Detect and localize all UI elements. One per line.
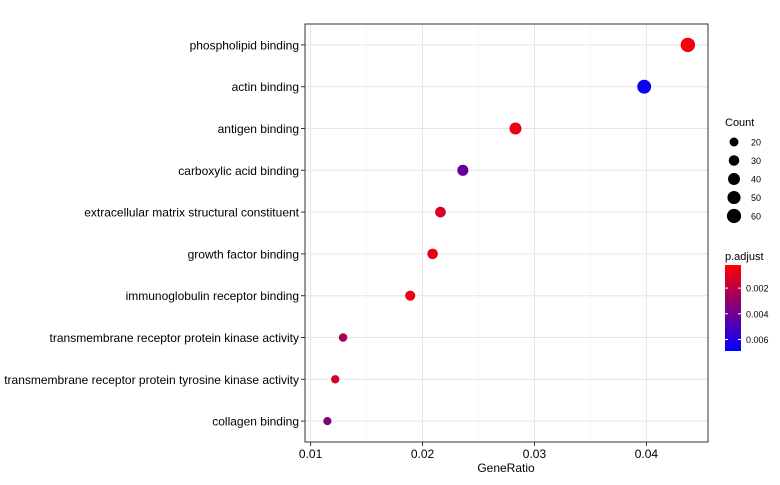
data-point bbox=[427, 248, 438, 260]
data-point bbox=[338, 333, 348, 342]
colorbar-tick-label: 0.002 bbox=[746, 284, 769, 294]
p-adjust-colorbar bbox=[725, 265, 741, 351]
x-tick-label: 0.03 bbox=[523, 447, 547, 461]
count-legend-label: 20 bbox=[751, 138, 761, 148]
x-axis: 0.01 0.02 0.03 0.04 bbox=[299, 442, 659, 461]
data-point bbox=[680, 37, 696, 53]
count-legend-key bbox=[726, 208, 742, 224]
data-point bbox=[509, 122, 522, 135]
y-tick-label: growth factor binding bbox=[188, 247, 299, 261]
x-tick-label: 0.01 bbox=[299, 447, 323, 461]
data-point bbox=[435, 206, 446, 218]
y-tick-label: extracellular matrix structural constitu… bbox=[84, 206, 299, 220]
data-point bbox=[405, 290, 416, 301]
data-point bbox=[331, 375, 340, 384]
plot-panel bbox=[305, 24, 708, 442]
y-tick-label: actin binding bbox=[232, 80, 299, 94]
count-legend-key bbox=[728, 155, 740, 166]
count-legend-label: 60 bbox=[751, 212, 761, 222]
p-adjust-legend: p.adjust 0.002 0.004 0.006 bbox=[725, 251, 769, 351]
data-points bbox=[323, 37, 696, 426]
count-legend: Count 20 30 40 50 60 bbox=[725, 117, 761, 224]
y-tick-label: antigen binding bbox=[218, 122, 299, 136]
count-legend-title: Count bbox=[725, 117, 754, 129]
plot-border bbox=[304, 23, 709, 443]
count-legend-key bbox=[727, 190, 741, 205]
y-tick-label: immunoglobulin receptor binding bbox=[126, 289, 299, 303]
p-adjust-legend-title: p.adjust bbox=[725, 251, 764, 263]
x-tick-label: 0.04 bbox=[635, 447, 659, 461]
data-point bbox=[457, 164, 469, 176]
y-tick-label: transmembrane receptor protein kinase ac… bbox=[50, 331, 299, 345]
colorbar-tick-label: 0.006 bbox=[746, 335, 769, 345]
count-legend-label: 40 bbox=[751, 175, 761, 185]
data-point bbox=[637, 79, 652, 94]
count-legend-key bbox=[728, 173, 740, 185]
y-axis: phospholipid binding actin binding antigen… bbox=[4, 38, 305, 429]
count-legend-label: 30 bbox=[751, 156, 761, 166]
count-legend-key bbox=[729, 137, 739, 147]
count-legend-label: 50 bbox=[751, 193, 761, 203]
y-tick-label: transmembrane receptor protein tyrosine … bbox=[4, 373, 299, 387]
y-tick-label: collagen binding bbox=[212, 415, 299, 429]
x-axis-title: GeneRatio bbox=[477, 461, 535, 475]
x-tick-label: 0.02 bbox=[411, 447, 435, 461]
y-tick-label: carboxylic acid binding bbox=[178, 164, 299, 178]
data-point bbox=[323, 417, 332, 426]
y-tick-label: phospholipid binding bbox=[190, 38, 299, 52]
colorbar-tick-label: 0.004 bbox=[746, 309, 769, 319]
grid-lines bbox=[305, 24, 708, 442]
